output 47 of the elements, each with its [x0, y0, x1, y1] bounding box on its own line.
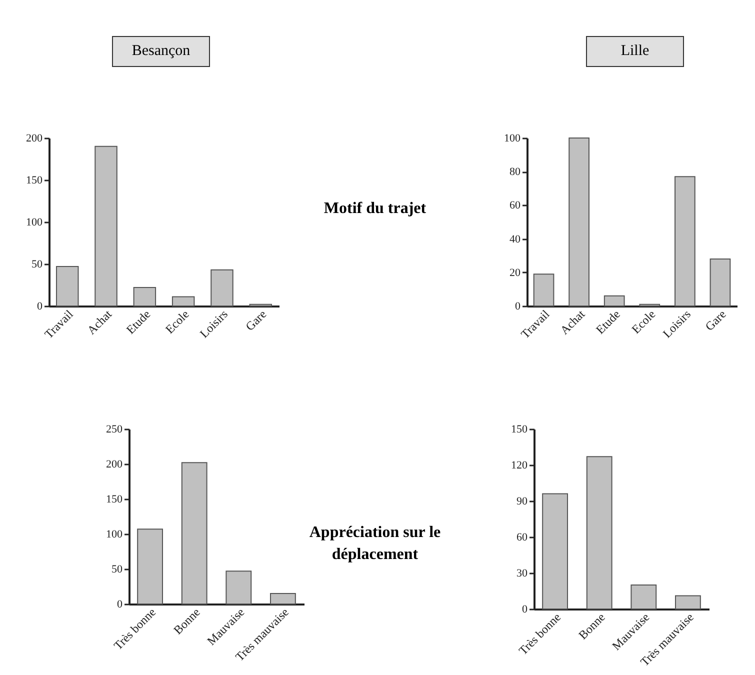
- bar: [133, 287, 156, 306]
- y-tick-label: 100: [26, 216, 43, 228]
- y-tick-label: 20: [510, 266, 521, 279]
- y-tick-label: 60: [510, 200, 521, 212]
- y-tick-label: 0: [37, 300, 43, 312]
- y-tick-label: 200: [106, 458, 123, 470]
- y-tick-label: 120: [511, 460, 528, 472]
- y-tick-label: 150: [26, 174, 43, 186]
- y-tick-label: 150: [511, 424, 528, 436]
- bar: [210, 269, 234, 306]
- y-tick-label: 90: [516, 496, 528, 508]
- y-tick-label: 100: [106, 528, 123, 540]
- bar: [568, 138, 590, 306]
- y-tick-label: 0: [515, 300, 521, 312]
- bar: [137, 528, 164, 604]
- chart-title: Lille: [586, 36, 684, 67]
- bar: [710, 258, 731, 306]
- bar: [94, 146, 118, 306]
- y-tick-label: 0: [522, 604, 528, 616]
- y-tick-label: 150: [106, 494, 123, 506]
- chart-title: Besançon: [112, 36, 210, 67]
- x-tick-label: Gare: [702, 307, 729, 334]
- bar: [674, 176, 696, 306]
- text: Motif du trajet: [322, 199, 428, 219]
- bar: [586, 456, 612, 610]
- y-tick-label: 250: [106, 424, 123, 436]
- y-tick-label: 200: [26, 132, 43, 144]
- bar: [226, 570, 252, 604]
- bar: [630, 584, 657, 610]
- bar: [56, 266, 79, 306]
- y-tick-label: 60: [516, 532, 528, 544]
- bar: [542, 493, 568, 610]
- bar: [172, 296, 195, 306]
- y-tick-label: 40: [510, 233, 521, 246]
- y-tick-label: 50: [112, 564, 123, 576]
- x-tick-label: Gare: [242, 307, 270, 334]
- y-tick-label: 0: [117, 598, 123, 610]
- y-tick-label: 100: [504, 132, 521, 144]
- y-tick-label: 50: [32, 258, 43, 270]
- y-tick-label: 30: [516, 568, 528, 580]
- bar: [604, 295, 625, 306]
- text: Appréciation sur le déplacement: [308, 523, 442, 565]
- bar: [270, 593, 296, 604]
- bar: [181, 462, 208, 604]
- bar: [533, 274, 554, 306]
- bar: [674, 595, 701, 610]
- y-tick-label: 80: [510, 166, 521, 178]
